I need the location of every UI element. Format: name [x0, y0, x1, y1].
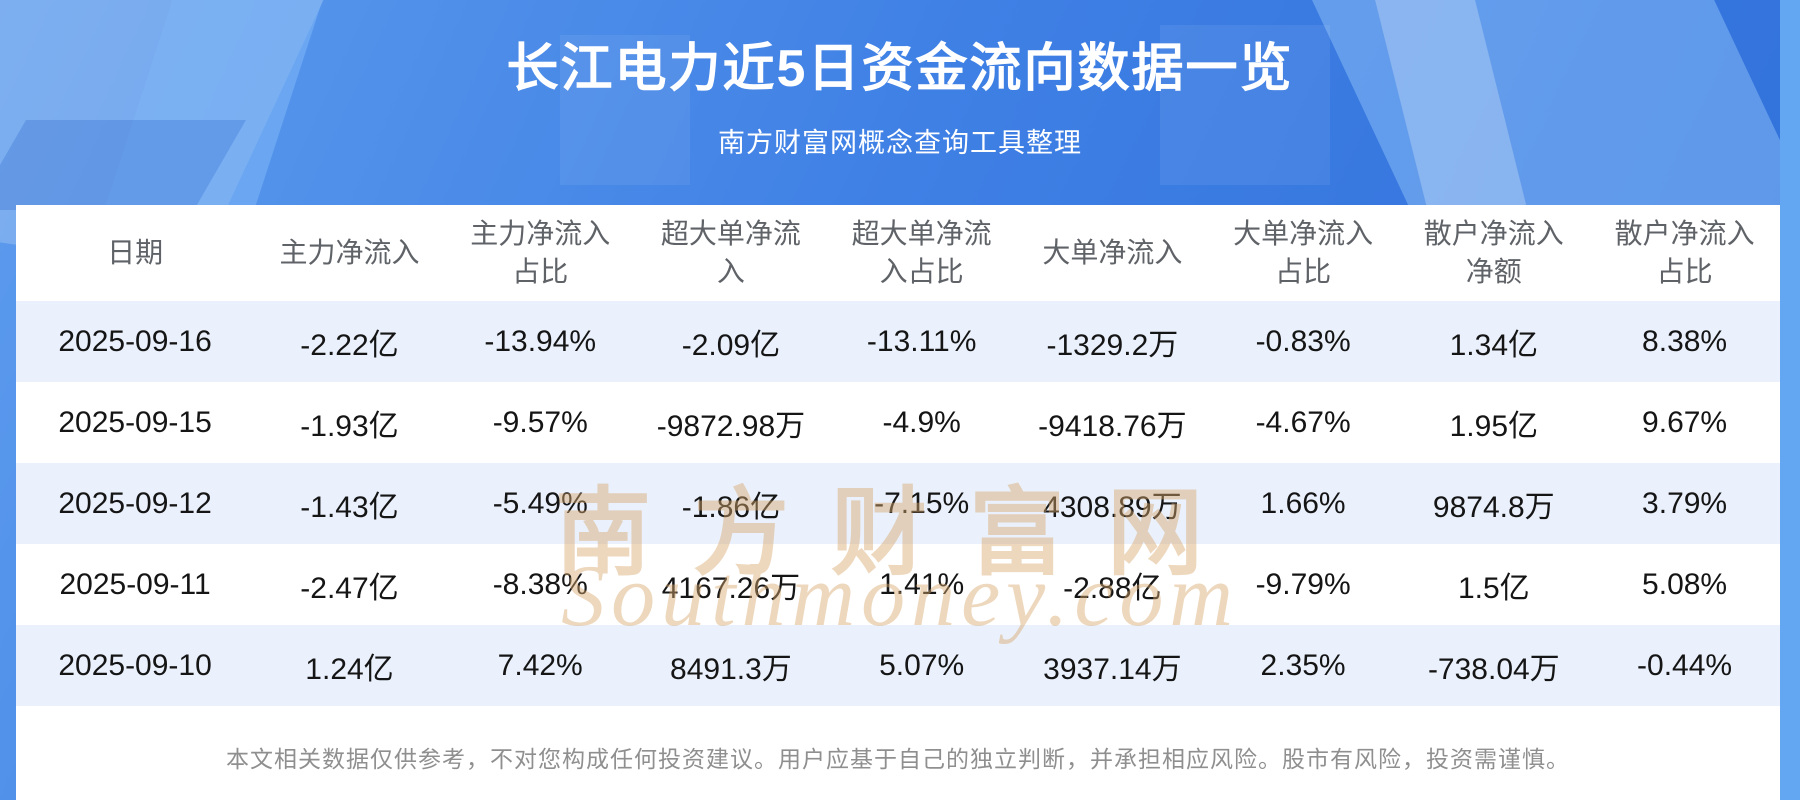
table-cell: -2.22亿 [300, 328, 399, 362]
table-cell-date: 2025-09-11 [59, 567, 211, 601]
data-card: 日期 主力净流入 主力净流入占比 超大单净流入 超大单净流入占比 大单净流入 大… [16, 205, 1780, 800]
table-cell: 3937.14万 [1043, 652, 1182, 686]
column-header: 主力净流入 [279, 237, 420, 269]
table-cell-date: 2025-09-10 [58, 648, 212, 682]
table-cell: 1.41% [879, 567, 965, 601]
table-cell: -1.86亿 [681, 490, 781, 524]
table-cell: 1.34亿 [1449, 328, 1538, 362]
column-header: 散户净流入占比 [1614, 218, 1755, 287]
table-row: 2025-09-11 -2.47亿 -8.38% 4167.26万 1.41% … [16, 544, 1780, 625]
table-cell: 4308.89万 [1043, 490, 1182, 524]
table-cell: -13.94% [484, 324, 597, 358]
table-cell-date: 2025-09-12 [58, 486, 212, 520]
table-cell: 4167.26万 [661, 571, 801, 605]
decorative-edge-strip [1780, 0, 1800, 800]
column-header: 散户净流入净额 [1423, 218, 1564, 287]
table-cell: -5.49% [492, 486, 588, 520]
header: 长江电力近5日资金流向数据一览 南方财富网概念查询工具整理 [0, 0, 1800, 160]
table-cell: -0.44% [1637, 648, 1733, 682]
table-cell: -9872.98万 [656, 409, 806, 443]
column-header-date: 日期 [107, 237, 164, 269]
page-title: 长江电力近5日资金流向数据一览 [506, 40, 1294, 98]
column-header: 超大单净流入占比 [851, 218, 992, 287]
column-header: 大单净流入占比 [1233, 218, 1374, 287]
table-cell: -9.57% [492, 405, 588, 439]
disclaimer-text: 本文相关数据仅供参考，不对您构成任何投资建议。用户应基于自己的独立判断，并承担相… [226, 746, 1570, 772]
decorative-panel [560, 35, 690, 185]
table-cell: -2.47亿 [300, 571, 399, 605]
table-cell: 5.08% [1642, 567, 1728, 601]
table-row: 2025-09-16 -2.22亿 -13.94% -2.09亿 -13.11%… [16, 301, 1780, 382]
table-row: 2025-09-15 -1.93亿 -9.57% -9872.98万 -4.9%… [16, 382, 1780, 463]
table-cell: 9874.8万 [1432, 490, 1555, 524]
table-cell: -738.04万 [1427, 652, 1560, 686]
page-subtitle: 南方财富网概念查询工具整理 [718, 128, 1082, 158]
column-header: 主力净流入占比 [470, 218, 611, 287]
table-cell: 3.79% [1642, 486, 1728, 520]
table-cell: -13.11% [866, 324, 977, 358]
table-row: 2025-09-10 1.24亿 7.42% 8491.3万 5.07% 393… [16, 625, 1780, 706]
table-cell-date: 2025-09-15 [58, 405, 212, 439]
table-cell: 1.24亿 [305, 652, 394, 686]
table-cell-date: 2025-09-16 [58, 324, 212, 358]
table-cell: 1.95亿 [1449, 409, 1538, 443]
table-cell: 9.67% [1642, 405, 1728, 439]
table-cell: -9.79% [1255, 567, 1351, 601]
table-cell: 1.66% [1260, 486, 1346, 520]
column-header: 大单净流入 [1042, 237, 1183, 269]
fund-flow-table: 日期 主力净流入 主力净流入占比 超大单净流入 超大单净流入占比 大单净流入 大… [16, 205, 1780, 706]
table-cell: -8.38% [492, 567, 588, 601]
table-cell: 7.42% [497, 648, 583, 682]
table-cell: -4.9% [882, 405, 961, 439]
column-header: 超大单净流入 [660, 218, 801, 287]
table-cell: -0.83% [1255, 324, 1351, 358]
table-cell: 5.07% [879, 648, 965, 682]
table-cell: -1.93亿 [300, 409, 399, 443]
table-cell: -4.67% [1255, 405, 1351, 439]
table-cell: -9418.76万 [1038, 409, 1187, 443]
table-cell: 1.5亿 [1457, 571, 1530, 605]
table-header-row: 日期 主力净流入 主力净流入占比 超大单净流入 超大单净流入占比 大单净流入 大… [16, 205, 1780, 301]
table-row: 2025-09-12 -1.43亿 -5.49% -1.86亿 -7.15% 4… [16, 463, 1780, 544]
table-cell: -1.43亿 [300, 490, 399, 524]
table-cell: 8.38% [1642, 324, 1728, 358]
table-cell: -2.88亿 [1063, 571, 1162, 605]
table-cell: -7.15% [874, 486, 970, 520]
table-cell: 8491.3万 [670, 652, 792, 686]
decorative-panel [1160, 25, 1330, 185]
table-cell: 2.35% [1260, 648, 1346, 682]
table-cell: -1329.2万 [1046, 328, 1179, 362]
table-cell: -2.09亿 [681, 328, 781, 362]
